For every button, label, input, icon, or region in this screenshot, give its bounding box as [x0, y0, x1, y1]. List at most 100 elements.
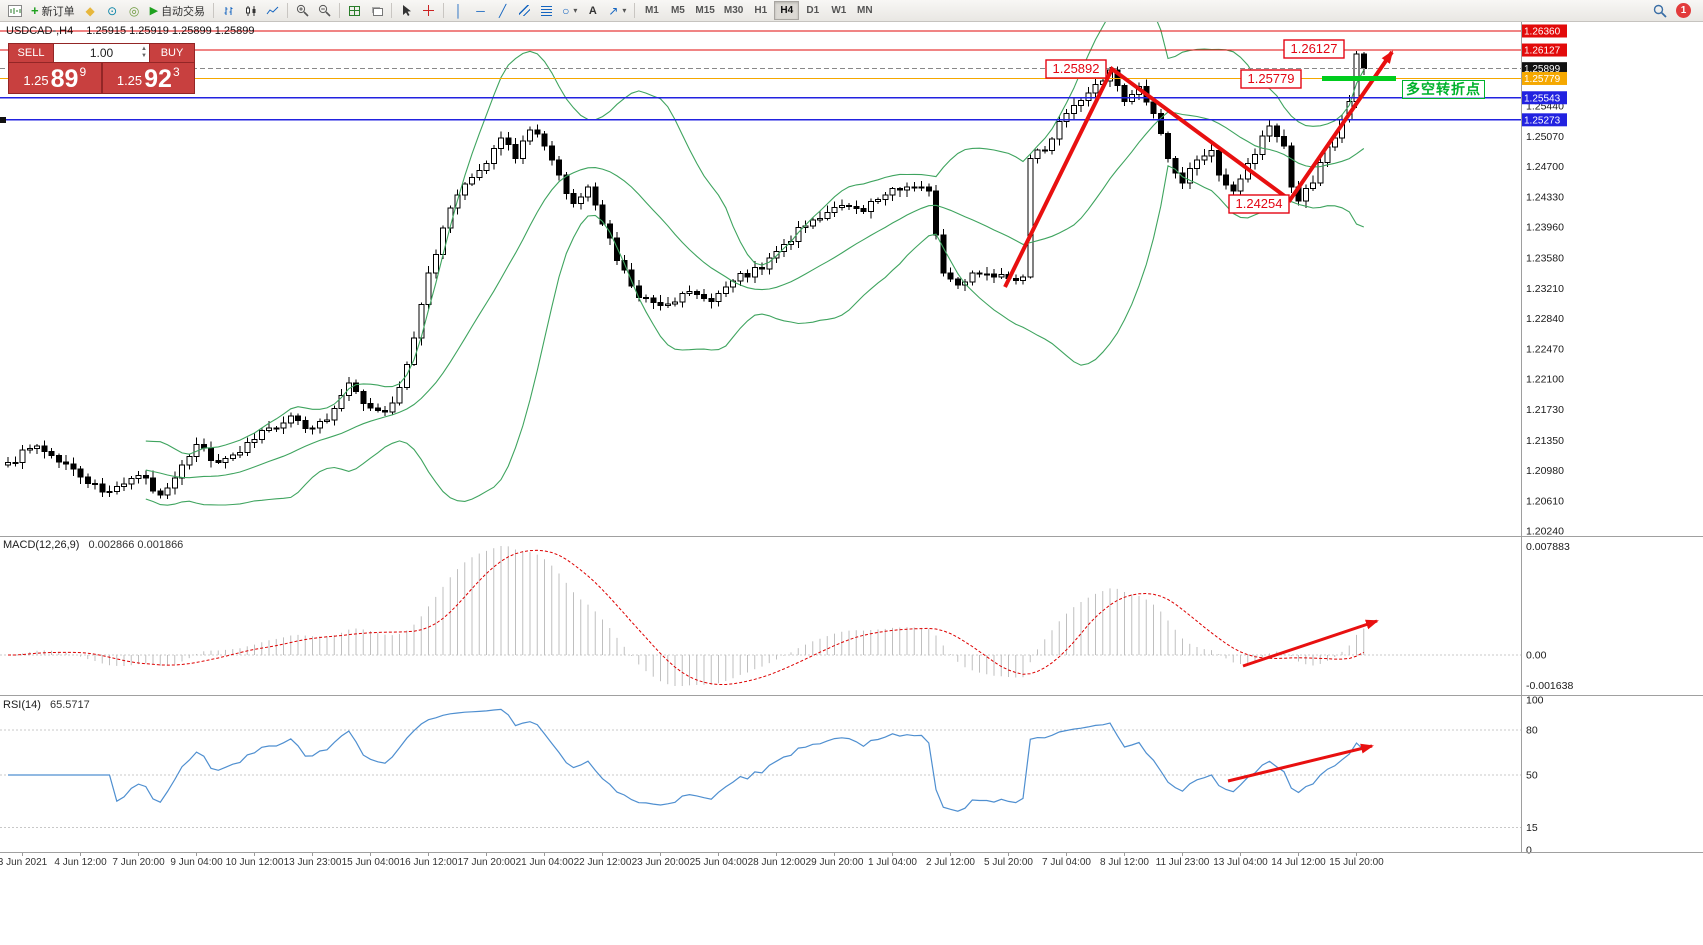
annotation-labels: 1.25892 1.26127 1.25779 1.24254: [1045, 39, 1345, 214]
timeframe-h4-button[interactable]: H4: [774, 1, 800, 20]
crosshair-button[interactable]: [418, 1, 439, 20]
svg-text:9 Jun 04:00: 9 Jun 04:00: [170, 857, 223, 868]
timeframe-d1-button[interactable]: D1: [800, 1, 825, 20]
channel-icon: [519, 5, 531, 16]
tile-windows-icon: [349, 5, 361, 16]
svg-text:0: 0: [1526, 845, 1532, 857]
svg-text:7 Jul 04:00: 7 Jul 04:00: [1042, 857, 1091, 868]
new-order-button[interactable]: + 新订单: [27, 1, 79, 20]
svg-text:8 Jul 12:00: 8 Jul 12:00: [1100, 857, 1149, 868]
dropdown-caret-icon: ▾: [573, 6, 578, 15]
bar-chart-mode-button[interactable]: [218, 1, 239, 20]
cursor-icon: [403, 5, 412, 16]
buy-price-display[interactable]: 1.25 92 3: [101, 63, 195, 94]
toolbar-separator: [443, 3, 445, 18]
ohlc-values: 1.25915 1.25919 1.25899 1.25899: [86, 25, 255, 37]
metaeditor-button[interactable]: ◆: [80, 1, 101, 20]
candlestick-icon: [245, 5, 256, 16]
fibonacci-icon: [541, 5, 553, 16]
candle-chart-mode-button[interactable]: [240, 1, 261, 20]
sell-price-display[interactable]: 1.25 89 9: [8, 63, 102, 94]
arrow-objects-button[interactable]: ↗ ▾: [604, 1, 630, 20]
svg-text:50: 50: [1526, 770, 1538, 782]
timeframe-m5-button[interactable]: M5: [665, 1, 690, 20]
svg-text:10 Jun 12:00: 10 Jun 12:00: [226, 857, 284, 868]
macd-label: MACD(12,26,9) 0.002866 0.001866: [3, 539, 183, 551]
svg-text:1.25543: 1.25543: [1524, 93, 1561, 104]
svg-text:1.25070: 1.25070: [1526, 131, 1564, 143]
market-watch-button[interactable]: ⊙: [102, 1, 123, 20]
bar-chart-icon: [224, 6, 233, 15]
svg-text:1.25899: 1.25899: [1524, 64, 1561, 75]
svg-text:1.25779: 1.25779: [1524, 74, 1561, 85]
zoom-out-button[interactable]: [314, 1, 335, 20]
svg-text:1.23580: 1.23580: [1526, 253, 1564, 265]
panel-separators: [0, 536, 1703, 853]
svg-text:16 Jun 12:00: 16 Jun 12:00: [400, 857, 458, 868]
vertical-line-tool-button[interactable]: │: [448, 1, 469, 20]
price-axis[interactable]: 1.254401.250701.247001.243301.239601.235…: [1521, 22, 1568, 852]
svg-text:3 Jun 2021: 3 Jun 2021: [0, 857, 48, 868]
toolbar-separator: [339, 3, 341, 18]
buy-button[interactable]: BUY: [149, 43, 195, 63]
fibonacci-tool-button[interactable]: [536, 1, 557, 20]
tile-windows-button[interactable]: [344, 1, 365, 20]
svg-text:0.00: 0.00: [1526, 649, 1547, 661]
one-click-trading-panel: SELL 1.00 ▲ ▼ BUY 1.25 89 9 1.25 92 3: [8, 43, 195, 94]
svg-text:1.23210: 1.23210: [1526, 283, 1564, 295]
timeframe-w1-button[interactable]: W1: [826, 1, 851, 20]
cursor-button[interactable]: [396, 1, 417, 20]
channel-tool-button[interactable]: [514, 1, 535, 20]
svg-text:1.26127: 1.26127: [1524, 46, 1561, 57]
search-icon: [1653, 4, 1667, 18]
horizontal-line-tool-button[interactable]: ─: [470, 1, 491, 20]
svg-text:1.20240: 1.20240: [1526, 526, 1564, 538]
svg-text:13 Jul 04:00: 13 Jul 04:00: [1213, 857, 1268, 868]
rsi-panel: 100 80 50 15 0: [0, 695, 1544, 857]
timeframe-m1-button[interactable]: M1: [639, 1, 664, 20]
svg-text:1.21730: 1.21730: [1526, 404, 1564, 416]
timeframe-mn-button[interactable]: MN: [852, 1, 877, 20]
new-order-icon: +: [31, 2, 39, 18]
crosshair-icon: [423, 5, 435, 16]
zoom-in-icon: [296, 4, 309, 17]
svg-text:0.007883: 0.007883: [1526, 541, 1570, 553]
new-chart-button[interactable]: [4, 1, 26, 20]
zoom-in-button[interactable]: [292, 1, 313, 20]
main-toolbar: + 新订单 ◆ ⊙ ◎ ▶ 自动交易 │ ─ ╱ ○ ▾ A ↗ ▾ M1 M5 M15 M3…: [0, 0, 1703, 22]
stepper-down-icon[interactable]: ▼: [141, 53, 147, 59]
search-button[interactable]: [1649, 1, 1671, 20]
stepper-up-icon[interactable]: ▲: [141, 46, 147, 52]
shapes-tool-button[interactable]: ○ ▾: [558, 1, 581, 20]
svg-text:11 Jul 23:00: 11 Jul 23:00: [1156, 857, 1210, 868]
volume-input[interactable]: 1.00 ▲ ▼: [54, 43, 149, 63]
autotrading-button[interactable]: ▶ 自动交易: [146, 1, 209, 20]
time-axis[interactable]: 3 Jun 2021 4 Jun 12:00 7 Jun 20:00 9 Jun 04…: [0, 853, 1384, 868]
chart-title-ohlc: USDCAD-,H4 1.25915 1.25919 1.25899 1.258…: [6, 25, 255, 37]
turning-point-label: 多空转折点: [1402, 80, 1485, 99]
line-chart-mode-button[interactable]: [262, 1, 283, 20]
candles-layer: [5, 51, 1367, 500]
sell-button[interactable]: SELL: [8, 43, 54, 63]
buy-price-point: 3: [172, 65, 180, 79]
svg-text:5 Jul 20:00: 5 Jul 20:00: [984, 857, 1033, 868]
volume-stepper[interactable]: ▲ ▼: [141, 46, 147, 60]
svg-text:21 Jun 04:00: 21 Jun 04:00: [516, 857, 574, 868]
text-tool-button[interactable]: A: [582, 1, 603, 20]
notification-badge[interactable]: 1: [1676, 3, 1691, 18]
shapes-icon: ○: [562, 3, 570, 18]
cascade-windows-button[interactable]: [366, 1, 387, 20]
svg-text:1.22470: 1.22470: [1526, 343, 1564, 355]
timeframe-m30-button[interactable]: M30: [720, 1, 747, 20]
arrow-object-icon: ↗: [608, 3, 619, 18]
timeframe-h1-button[interactable]: H1: [748, 1, 773, 20]
svg-text:1.24330: 1.24330: [1526, 191, 1564, 203]
strategy-tester-button[interactable]: ◎: [124, 1, 145, 20]
svg-text:1 Jul 04:00: 1 Jul 04:00: [868, 857, 917, 868]
timeframe-m15-button[interactable]: M15: [691, 1, 718, 20]
zoom-out-icon: [318, 4, 331, 17]
rsi-value: 65.5717: [49, 699, 90, 711]
trendline-tool-button[interactable]: ╱: [492, 1, 513, 20]
